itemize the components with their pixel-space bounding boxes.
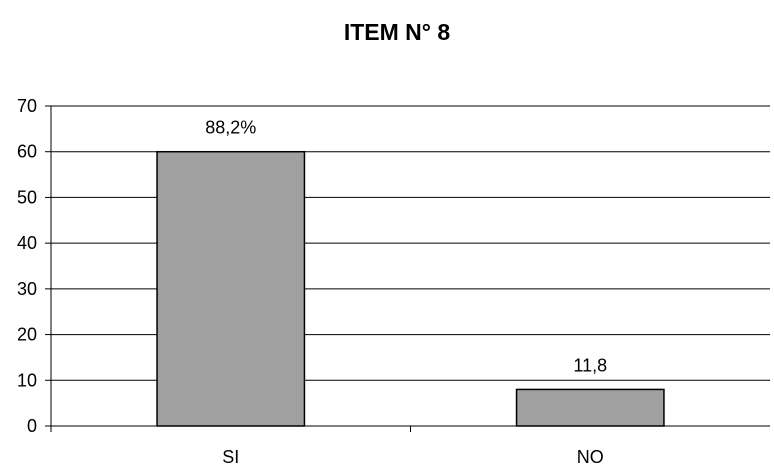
y-tick-label: 0 (27, 416, 37, 436)
labels: 0 10 20 30 40 50 60 70 88,2% SI 11,8 NO (17, 96, 607, 467)
y-tick-label: 30 (17, 279, 37, 299)
category-label: SI (222, 447, 239, 467)
y-tick-label: 70 (17, 96, 37, 116)
y-tick-label: 50 (17, 187, 37, 207)
data-label: 11,8 (573, 355, 607, 375)
data-label: 88,2% (205, 118, 256, 138)
y-tick-label: 10 (17, 370, 37, 390)
bar-no (515, 388, 665, 427)
axes (45, 105, 770, 432)
category-label: NO (577, 447, 604, 467)
bar-si (156, 150, 306, 427)
y-tick-label: 40 (17, 233, 37, 253)
y-tick-label: 20 (17, 325, 37, 345)
y-tick-label: 60 (17, 142, 37, 162)
chart-title: ITEM N° 8 (344, 19, 451, 45)
bars (156, 150, 665, 427)
